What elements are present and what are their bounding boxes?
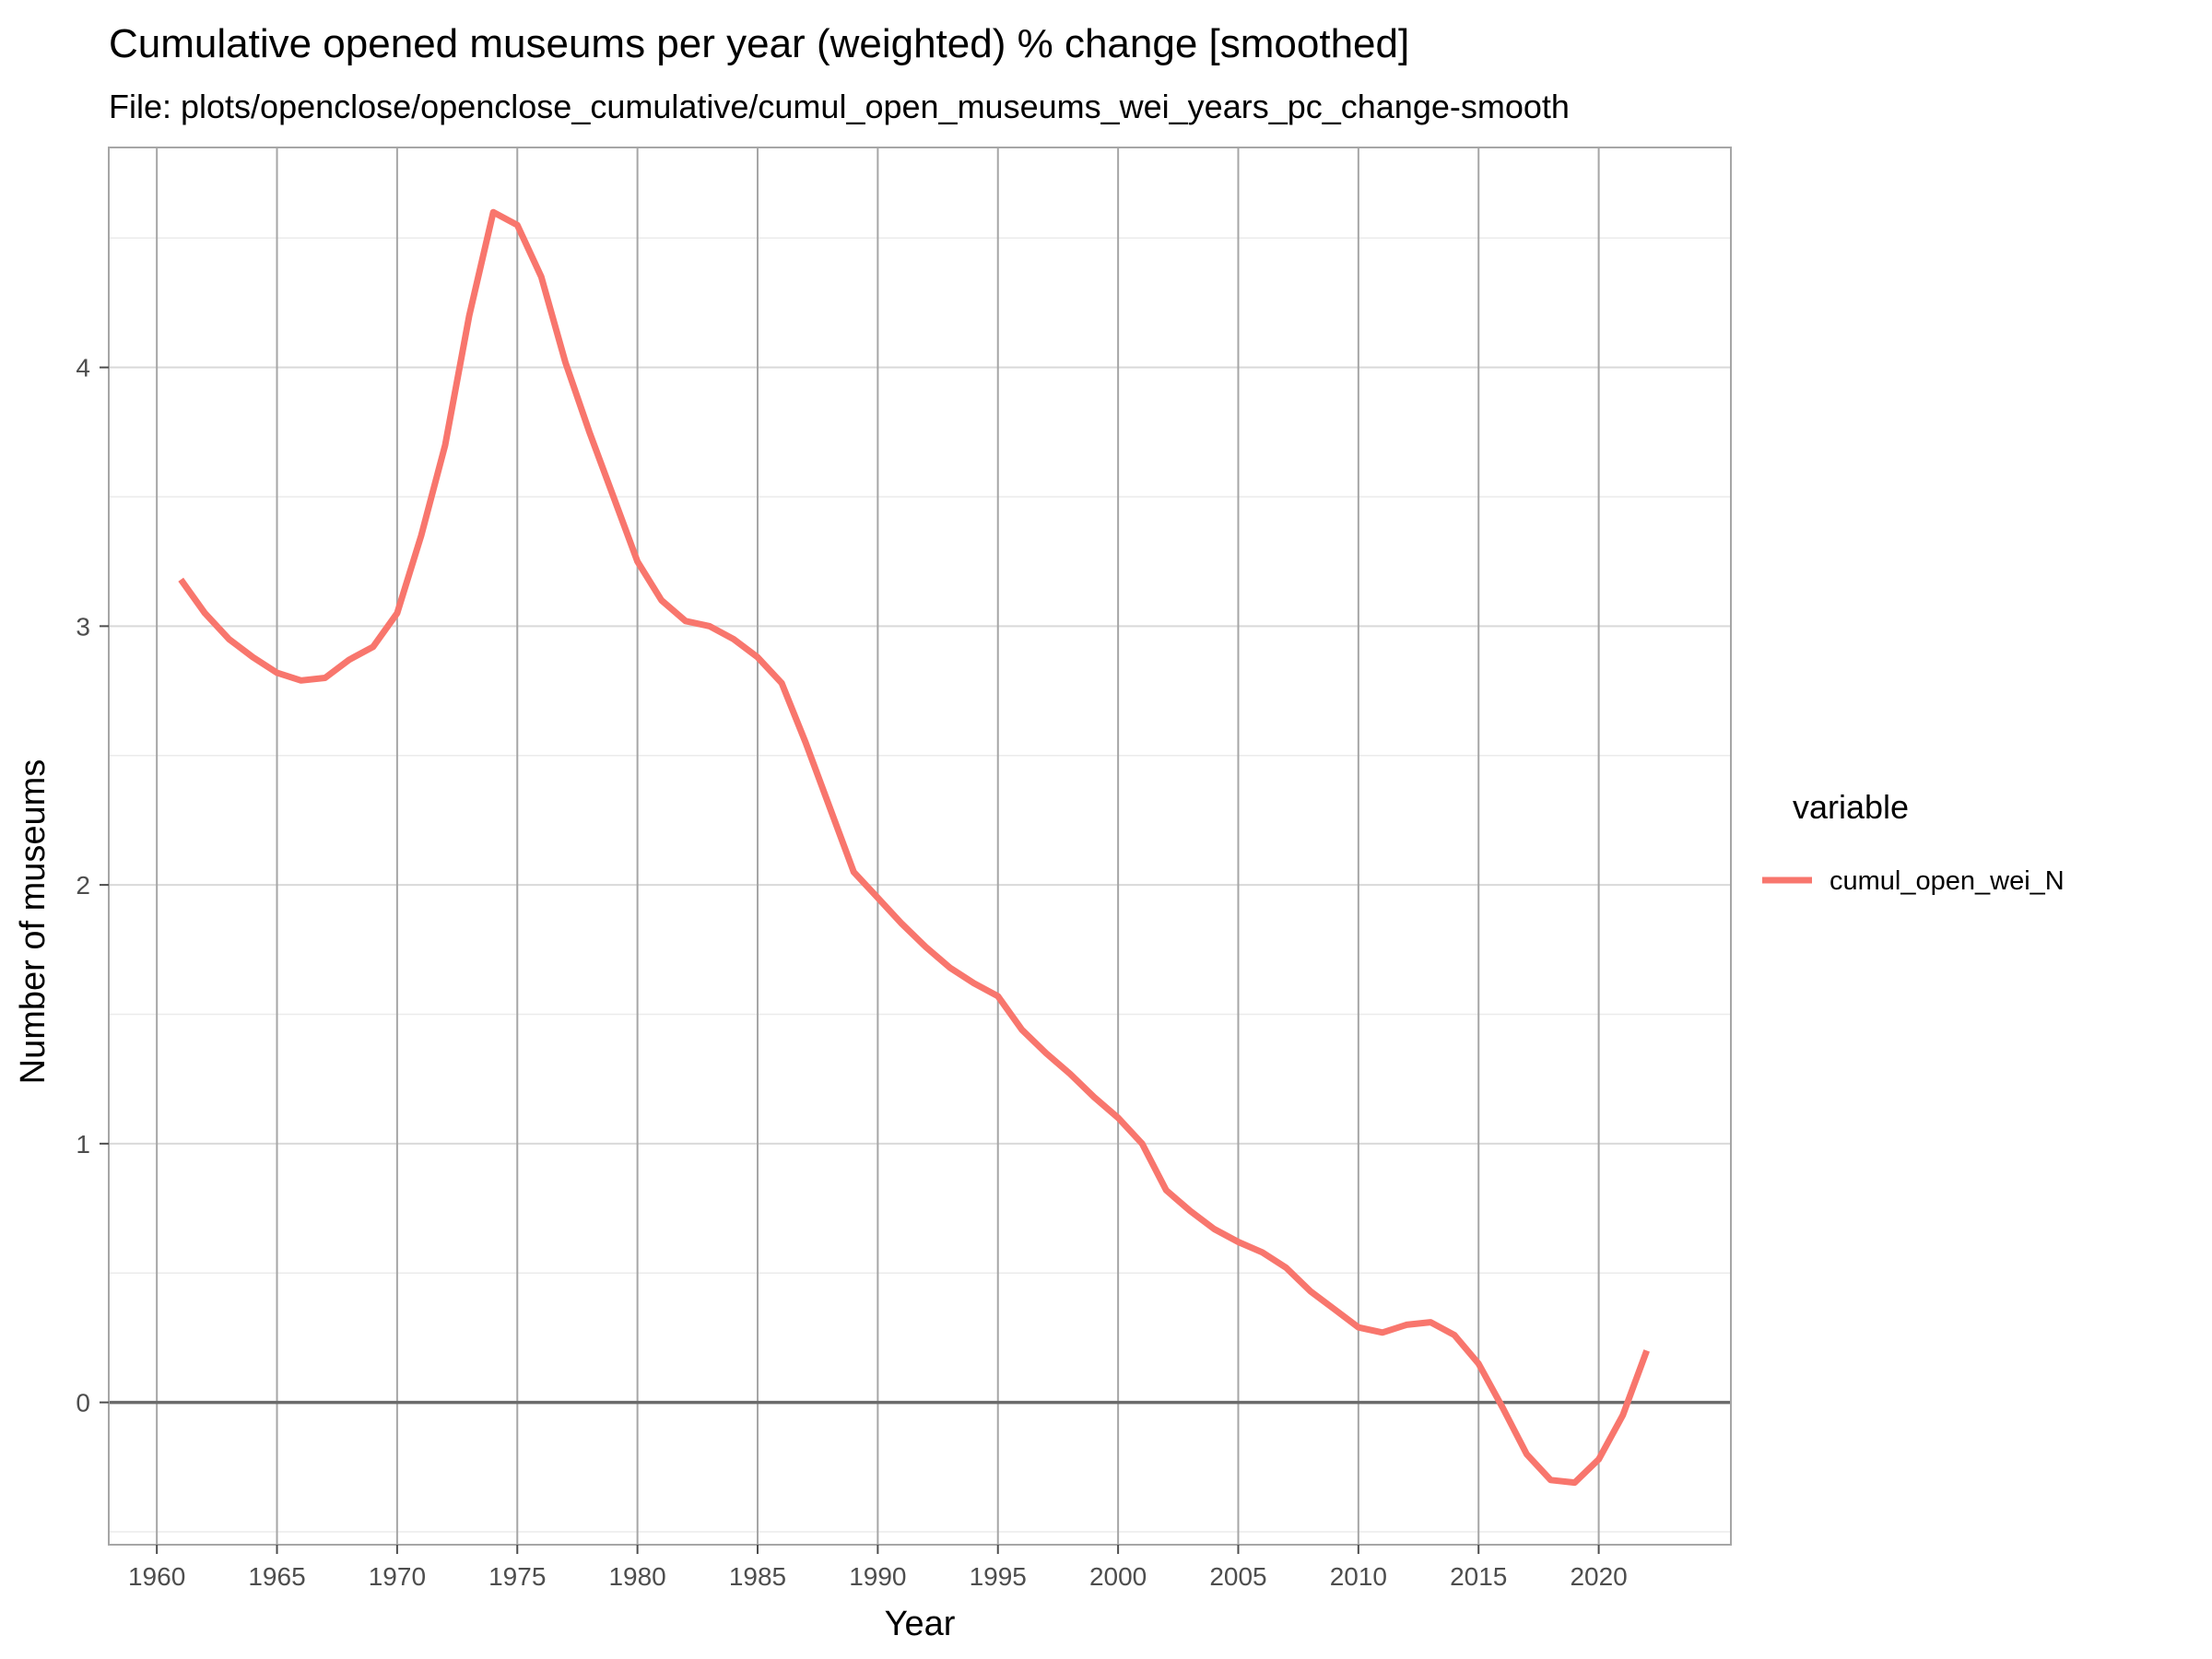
plot-panel (109, 147, 1731, 1545)
plot-border (108, 147, 1732, 1546)
x-tick-label: 2000 (1089, 1562, 1147, 1591)
x-tick-label: 2010 (1330, 1562, 1387, 1591)
x-tick-label: 2015 (1450, 1562, 1507, 1591)
series-line-cumul_open_wei_N (178, 208, 1650, 1487)
grid-lines (109, 147, 1731, 1545)
x-tick-label: 1960 (128, 1562, 185, 1591)
x-tick-label: 1980 (608, 1562, 665, 1591)
y-tick-label: 0 (76, 1389, 90, 1418)
x-axis-label: Year (885, 1605, 956, 1643)
x-tick-label: 1995 (970, 1562, 1027, 1591)
x-tick-label: 1965 (248, 1562, 305, 1591)
chart-title: Cumulative opened museums per year (weig… (109, 21, 1409, 66)
x-tick-label: 1985 (729, 1562, 786, 1591)
y-tick-label: 2 (76, 871, 90, 900)
y-axis-label: Number of museums (14, 759, 53, 1085)
chart-subtitle: File: plots/openclose/openclose_cumulati… (109, 88, 1570, 125)
x-tick-label: 1975 (488, 1562, 546, 1591)
y-tick-label: 3 (76, 612, 90, 641)
x-tick-label: 1990 (849, 1562, 906, 1591)
legend: variable cumul_open_wei_N (1762, 788, 2065, 896)
y-tick-label: 1 (76, 1130, 90, 1159)
x-axis: 1960 1965 1970 1975 1980 1985 1990 1995 2000 2005… (128, 1545, 1628, 1591)
series-lines (178, 208, 1650, 1487)
x-tick-label: 1970 (369, 1562, 426, 1591)
legend-item-label: cumul_open_wei_N (1830, 866, 2065, 896)
y-tick-label: 4 (76, 354, 90, 382)
x-tick-label: 2005 (1209, 1562, 1266, 1591)
legend-title: variable (1793, 788, 1909, 826)
plot-area (108, 147, 1732, 1546)
y-axis: 0 1 2 3 4 (76, 354, 109, 1418)
x-tick-label: 2020 (1570, 1562, 1627, 1591)
